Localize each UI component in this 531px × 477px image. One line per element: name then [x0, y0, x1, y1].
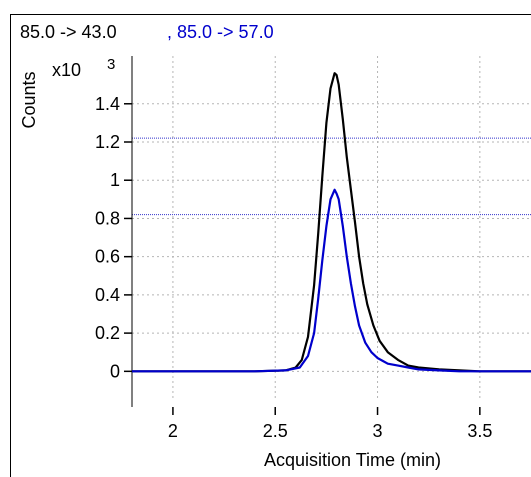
series-line-1 [132, 72, 531, 373]
grid-layer [132, 56, 531, 400]
series-line-2 [132, 188, 531, 373]
x-tick-label: 2 [168, 421, 178, 441]
y-tick-label: 0.6 [95, 247, 120, 267]
y-tick-label: 1.4 [95, 94, 120, 114]
y-tick-label: 0 [110, 361, 120, 381]
transition-label-primary: 85.0 -> 43.0 [20, 22, 117, 42]
y-multiplier-exponent: 3 [107, 56, 115, 73]
y-tick-label: 0.4 [95, 285, 120, 305]
axes: 0 0.2 0.4 0.6 0.8 1 1.2 1.4 2 2.5 3 3.5 [95, 56, 492, 441]
x-tick-label: 3 [373, 421, 383, 441]
y-tick-label: 1 [110, 170, 120, 190]
series-layer [132, 72, 531, 373]
y-tick-label: 1.2 [95, 132, 120, 152]
chart-frame [10, 14, 531, 477]
y-tick-label: 0.2 [95, 323, 120, 343]
x-tick-label: 3.5 [467, 421, 492, 441]
x-axis-title: Acquisition Time (min) [264, 450, 441, 470]
x-tick-label: 2.5 [263, 421, 288, 441]
y-axis-title: Counts [19, 71, 39, 128]
y-tick-label: 0.8 [95, 208, 120, 228]
y-multiplier-label: x10 [52, 60, 81, 80]
reference-lines [132, 137, 531, 216]
transition-label-secondary: , 85.0 -> 57.0 [167, 22, 274, 42]
